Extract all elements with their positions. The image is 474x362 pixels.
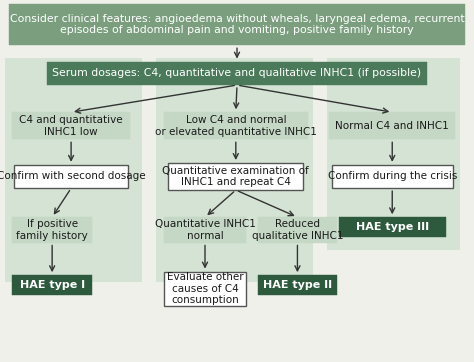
Text: Consider clinical features: angioedema without wheals, laryngeal edema, recurren: Consider clinical features: angioedema w… (9, 14, 465, 35)
Text: HAE type III: HAE type III (356, 222, 429, 232)
FancyBboxPatch shape (12, 217, 92, 243)
FancyBboxPatch shape (14, 165, 128, 188)
Text: C4 and quantitative
INHC1 low: C4 and quantitative INHC1 low (19, 115, 123, 136)
Text: Low C4 and normal
or elevated quantitative INHC1: Low C4 and normal or elevated quantitati… (155, 115, 317, 136)
FancyBboxPatch shape (164, 217, 246, 243)
Text: HAE type I: HAE type I (19, 280, 85, 290)
Text: Confirm during the crisis: Confirm during the crisis (328, 172, 457, 181)
FancyBboxPatch shape (258, 217, 337, 243)
FancyBboxPatch shape (258, 275, 337, 295)
FancyBboxPatch shape (9, 4, 465, 45)
FancyBboxPatch shape (156, 58, 313, 282)
Text: Evaluate other
causes of C4
consumption: Evaluate other causes of C4 consumption (167, 272, 243, 305)
FancyBboxPatch shape (168, 163, 303, 190)
FancyBboxPatch shape (329, 112, 455, 139)
FancyBboxPatch shape (332, 165, 453, 188)
Text: Quantitative examination of
INHC1 and repeat C4: Quantitative examination of INHC1 and re… (163, 166, 309, 187)
FancyBboxPatch shape (12, 112, 130, 139)
Text: Normal C4 and INHC1: Normal C4 and INHC1 (336, 121, 449, 131)
FancyBboxPatch shape (164, 272, 246, 306)
FancyBboxPatch shape (339, 217, 446, 237)
Text: Quantitative INHC1
normal: Quantitative INHC1 normal (155, 219, 255, 241)
Text: Serum dosages: C4, quantitative and qualitative INHC1 (if possible): Serum dosages: C4, quantitative and qual… (53, 68, 421, 78)
FancyBboxPatch shape (164, 112, 308, 139)
FancyBboxPatch shape (327, 58, 460, 250)
Text: Confirm with second dosage: Confirm with second dosage (0, 172, 146, 181)
Text: If positive
family history: If positive family history (16, 219, 88, 241)
Text: Reduced
qualitative INHC1: Reduced qualitative INHC1 (252, 219, 343, 241)
FancyBboxPatch shape (5, 58, 142, 282)
Text: HAE type II: HAE type II (263, 280, 332, 290)
FancyBboxPatch shape (47, 62, 427, 85)
FancyBboxPatch shape (12, 275, 92, 295)
